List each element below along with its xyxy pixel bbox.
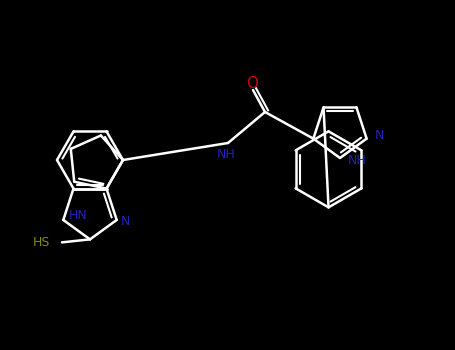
Text: NH: NH xyxy=(348,154,367,167)
Text: O: O xyxy=(246,76,258,91)
Text: N: N xyxy=(121,216,130,229)
Text: N: N xyxy=(374,129,384,142)
Text: NH: NH xyxy=(217,147,235,161)
Text: HS: HS xyxy=(33,236,50,249)
Text: HN: HN xyxy=(68,209,87,223)
